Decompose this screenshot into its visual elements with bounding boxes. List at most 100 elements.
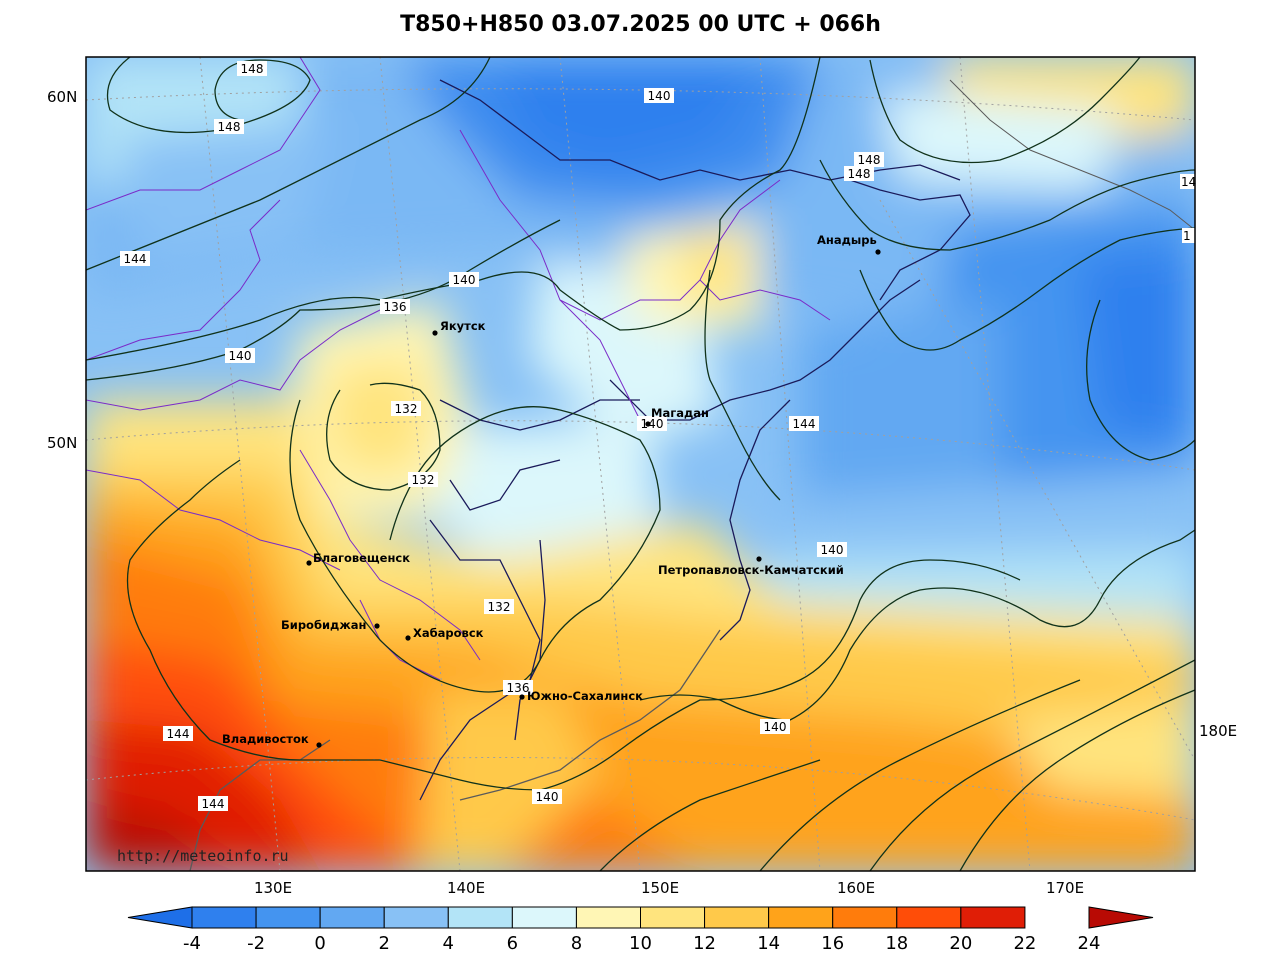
- colorbar-arrow-high: [1088, 906, 1154, 929]
- svg-text:144: 144: [202, 797, 225, 811]
- colorbar-tick-label: 18: [885, 933, 908, 954]
- svg-text:148: 148: [218, 120, 241, 134]
- contour-label: 148: [214, 119, 244, 134]
- svg-text:148: 148: [858, 153, 881, 167]
- contour-label: 1: [1182, 228, 1195, 243]
- svg-text:148: 148: [848, 167, 871, 181]
- svg-text:1: 1: [1183, 229, 1191, 243]
- svg-text:136: 136: [507, 681, 530, 695]
- colorbar-swatch: [447, 906, 513, 929]
- svg-text:136: 136: [384, 300, 407, 314]
- city-label-petropavlovsk: Петропавловск-Камчатский: [658, 563, 844, 577]
- colorbar-swatch: [768, 906, 834, 929]
- svg-text:14: 14: [1181, 175, 1196, 189]
- city-label-yakutsk: Якутск: [440, 319, 486, 333]
- contour-label: 136: [503, 680, 533, 695]
- colorbar-tick-label: 4: [443, 933, 454, 954]
- lon-label-150e: 150E: [641, 879, 679, 897]
- svg-text:144: 144: [793, 417, 816, 431]
- contour-label: 136: [380, 299, 410, 314]
- lon-label-160e: 160E: [837, 879, 875, 897]
- colorbar-swatch: [896, 906, 962, 929]
- city-dot: [875, 249, 881, 255]
- city-dot: [432, 330, 438, 336]
- colorbar-tick-label: 6: [507, 933, 518, 954]
- contour-label: 144: [198, 796, 228, 811]
- colorbar-swatch: [191, 906, 257, 929]
- lon-label-140e: 140E: [447, 879, 485, 897]
- city-dot: [405, 635, 411, 641]
- contour-label: 140: [817, 542, 847, 557]
- colorbar-swatch: [960, 906, 1026, 929]
- svg-text:144: 144: [167, 727, 190, 741]
- colorbar-tick-label: -2: [247, 933, 265, 954]
- colorbar-swatch: [704, 906, 770, 929]
- colorbar-arrow-low: [127, 906, 193, 929]
- city-dot: [306, 560, 312, 566]
- city-dot: [519, 694, 525, 700]
- colorbar-swatch: [575, 906, 642, 929]
- svg-text:148: 148: [241, 62, 264, 76]
- colorbar-tick-label: 22: [1013, 933, 1036, 954]
- svg-text:132: 132: [488, 600, 511, 614]
- colorbar-tick-label: 2: [378, 933, 389, 954]
- graticule: [86, 57, 1195, 871]
- contour-label: 132: [484, 599, 514, 614]
- colorbar-tick-label: 8: [571, 933, 582, 954]
- map-frame: [85, 56, 1196, 872]
- contour-label: 144: [789, 416, 819, 431]
- contour-label: 148: [237, 61, 267, 76]
- city-label-blagoveshchensk: Благовещенск: [313, 551, 410, 565]
- svg-text:140: 140: [821, 543, 844, 557]
- contour-label: 148: [854, 152, 884, 167]
- coastlines: [189, 79, 1195, 871]
- svg-text:140: 140: [641, 417, 664, 431]
- contour-label: 140: [760, 719, 790, 734]
- colorbar-swatch: [255, 906, 321, 929]
- contour-labels: 148 148 140 148 148 144 140 136 140 132 …: [120, 61, 1196, 811]
- city-label-yuzhno-sakhalinsk: Южно-Сахалинск: [527, 689, 643, 703]
- city-label-anadyr: Анадырь: [817, 233, 877, 247]
- svg-text:140: 140: [229, 349, 252, 363]
- colorbar-tick-label: 10: [629, 933, 652, 954]
- contour-label: 132: [391, 401, 421, 416]
- colorbar-swatch: [832, 906, 898, 929]
- city-dot: [316, 742, 322, 748]
- lon-label-170e: 170E: [1046, 879, 1084, 897]
- colorbar-tick-label: 24: [1078, 933, 1101, 954]
- city-label-khabarovsk: Хабаровск: [413, 626, 484, 640]
- lon-label-130e: 130E: [254, 879, 292, 897]
- cities: Якутск Магадан Анадырь Благовещенск Биро…: [222, 233, 881, 748]
- contour-label: 140: [532, 789, 562, 804]
- colorbar-swatch: [383, 906, 449, 929]
- contour-label: 140: [637, 416, 667, 431]
- colorbar-tick-label: 12: [693, 933, 716, 954]
- map-title: T850+H850 03.07.2025 00 UTC + 066h: [400, 12, 881, 37]
- contour-label: 14: [1180, 174, 1196, 189]
- colorbar-tick-label: -4: [183, 933, 201, 954]
- contour-label: 140: [644, 88, 674, 103]
- svg-text:140: 140: [536, 790, 559, 804]
- contour-label: 140: [449, 272, 479, 287]
- colorbar-tick-label: 14: [757, 933, 780, 954]
- lat-label-50n: 50N: [47, 434, 77, 452]
- city-dot: [374, 623, 380, 629]
- city-dot: [756, 556, 762, 562]
- admin-borders: [86, 57, 831, 681]
- geopotential-contours: [86, 57, 1195, 871]
- colorbar-tick-label: 16: [821, 933, 844, 954]
- city-label-magadan: Магадан: [651, 406, 709, 420]
- colorbar-swatch: [319, 906, 385, 929]
- svg-text:140: 140: [764, 720, 787, 734]
- colorbar: -4 -2 0 2 4 6 8 10 12 14 16 18 20 22 24: [127, 906, 1154, 954]
- contour-label: 144: [120, 251, 150, 266]
- axis-labels: 60N 50N 130E 140E 150E 160E 170E 180E: [47, 88, 1237, 897]
- svg-text:144: 144: [124, 252, 147, 266]
- colorbar-tick-label: 0: [314, 933, 325, 954]
- svg-text:132: 132: [395, 402, 418, 416]
- svg-text:140: 140: [648, 89, 671, 103]
- city-dot: [645, 421, 651, 427]
- colorbar-swatch: [640, 906, 706, 929]
- svg-text:132: 132: [412, 473, 435, 487]
